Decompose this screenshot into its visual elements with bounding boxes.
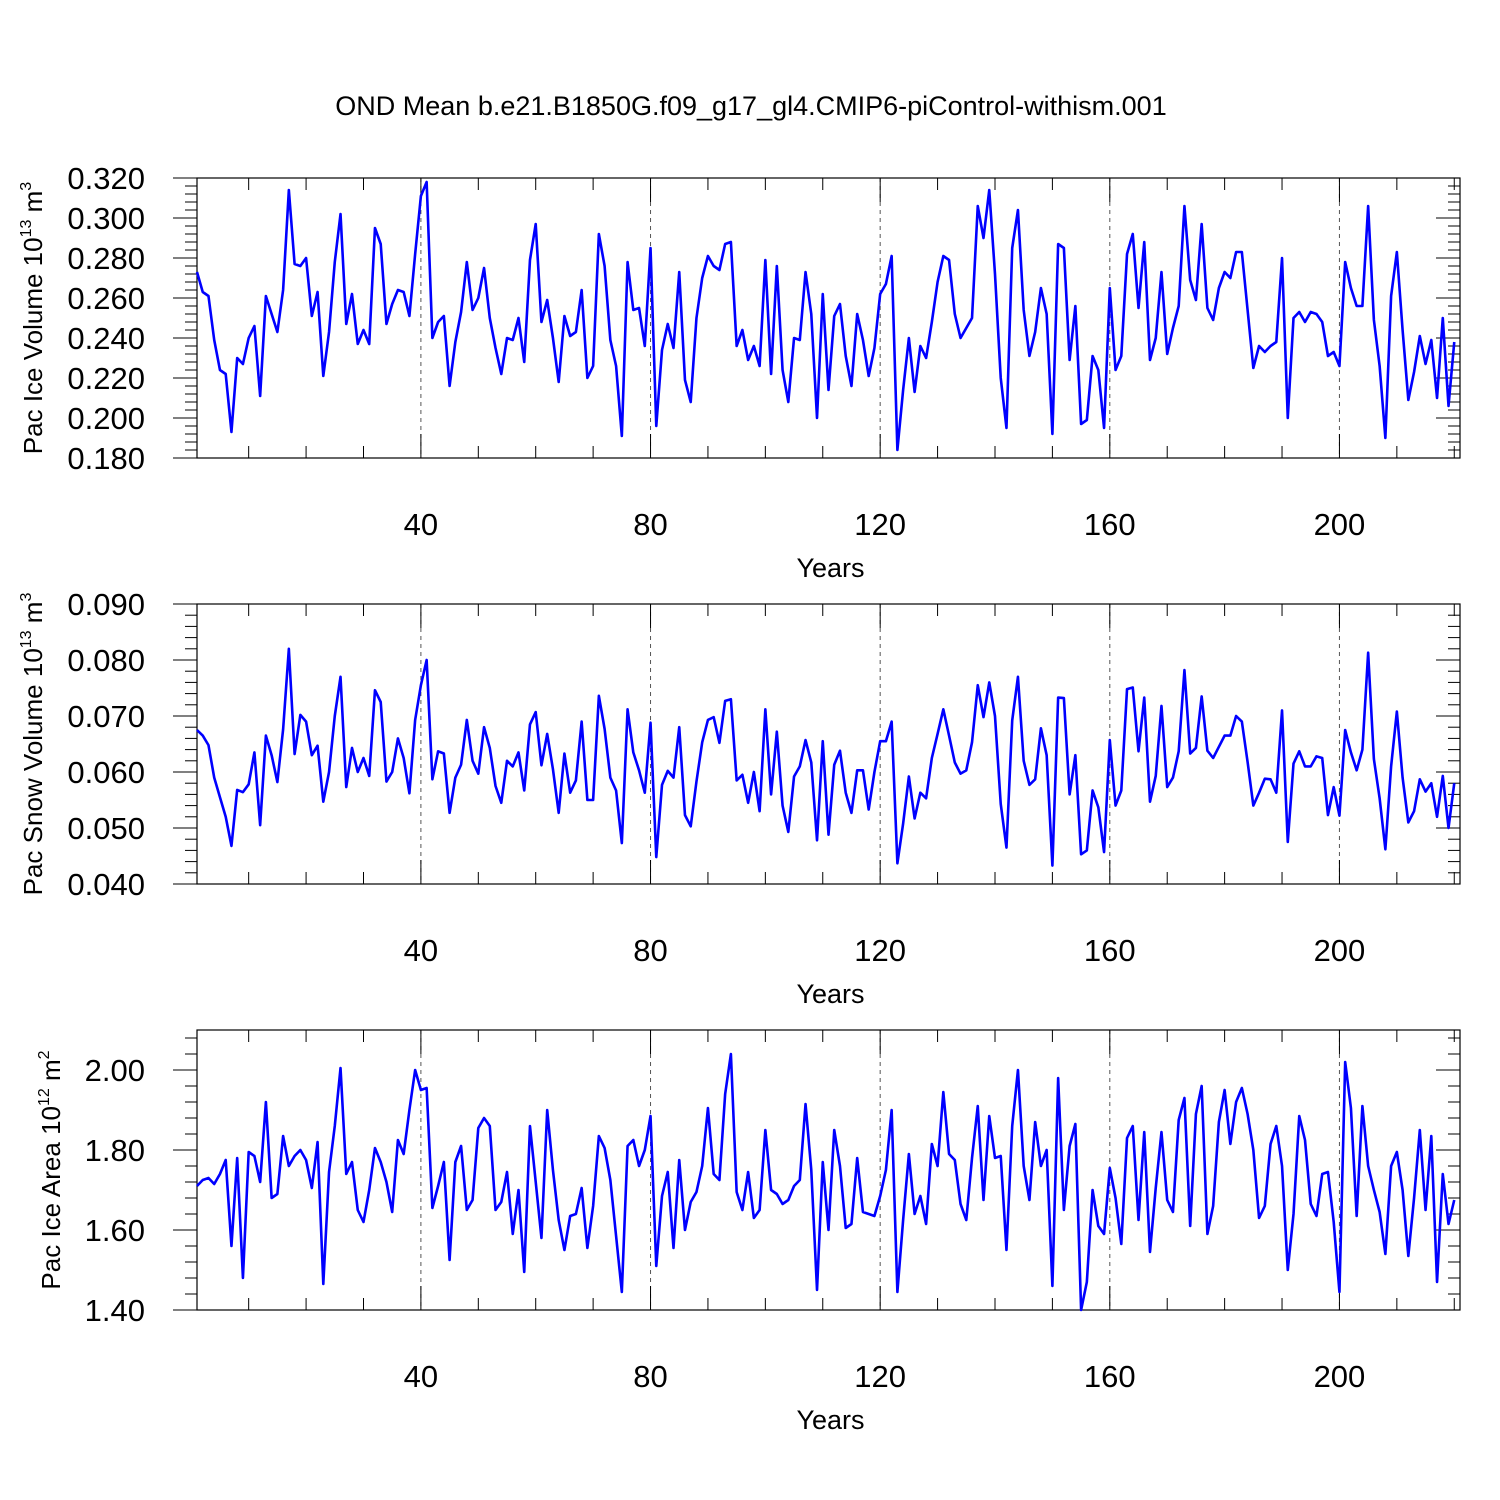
plot-frame [196,603,1461,885]
chart-panel-3: 1.40 1.60 1.80 2.00 40 80 120 160 200 Years Pac Ic… [36,1029,1461,1435]
y-axis-label: Pac Ice Volume 1013 m3 [18,182,48,455]
chart-panel-1: 0.180 0.200 0.220 0.240 0.260 0.280 0.300 0.320… [18,161,1461,583]
series-line-3 [196,1052,1456,1312]
x-tick-label: 160 [1084,1359,1136,1394]
chart-panel-2: 0.040 0.050 0.060 0.070 0.080 0.090 40 80 120 160… [18,587,1461,1009]
y-tick-label: 0.040 [67,867,145,902]
x-tick-label: 200 [1314,507,1366,542]
y-axis-label: Pac Ice Area 1012 m2 [36,1050,66,1289]
x-tick-label: 120 [854,933,906,968]
y-tick-label: 2.00 [85,1053,145,1088]
y-tick-label: 0.220 [67,361,145,396]
y-tick-label: 0.300 [67,201,145,236]
x-tick-label: 80 [633,507,667,542]
x-tick-label: 160 [1084,933,1136,968]
y-tick-label: 0.090 [67,587,145,622]
x-tick-label: 200 [1314,933,1366,968]
x-tick-label: 160 [1084,507,1136,542]
y-tick-label: 0.070 [67,699,145,734]
y-axis-label: Pac Snow Volume 1013 m3 [18,593,48,896]
y-tick-label: 0.180 [67,441,145,476]
x-tick-label: 40 [404,507,438,542]
y-tick-label: 0.320 [67,161,145,196]
y-tick-label: 0.060 [67,755,145,790]
y-tick-label: 1.60 [85,1213,145,1248]
x-tick-label: 80 [633,933,667,968]
y-tick-label: 0.280 [67,241,145,276]
x-tick-label: 40 [404,933,438,968]
figure-title: OND Mean b.e21.B1850G.f09_g17_gl4.CMIP6-… [335,91,1166,121]
plot-frame [196,177,1461,459]
y-tick-label: 0.080 [67,643,145,678]
plot-frame [196,1029,1461,1311]
y-tick-label: 0.050 [67,811,145,846]
y-tick-label: 0.200 [67,401,145,436]
series-line-1 [195,180,1456,452]
x-tick-label: 120 [854,1359,906,1394]
panels: 0.180 0.200 0.220 0.240 0.260 0.280 0.300 0.320… [18,161,1461,1435]
y-tick-label: 0.260 [67,281,145,316]
x-tick-label: 200 [1314,1359,1366,1394]
x-axis-label: Years [796,979,864,1009]
x-axis-label: Years [796,553,864,583]
x-tick-label: 80 [633,1359,667,1394]
y-tick-label: 0.240 [67,321,145,356]
y-tick-label: 1.40 [85,1293,145,1328]
series-line-2 [196,647,1456,867]
x-axis-label: Years [796,1405,864,1435]
y-tick-label: 1.80 [85,1133,145,1168]
x-tick-label: 120 [854,507,906,542]
x-tick-label: 40 [404,1359,438,1394]
